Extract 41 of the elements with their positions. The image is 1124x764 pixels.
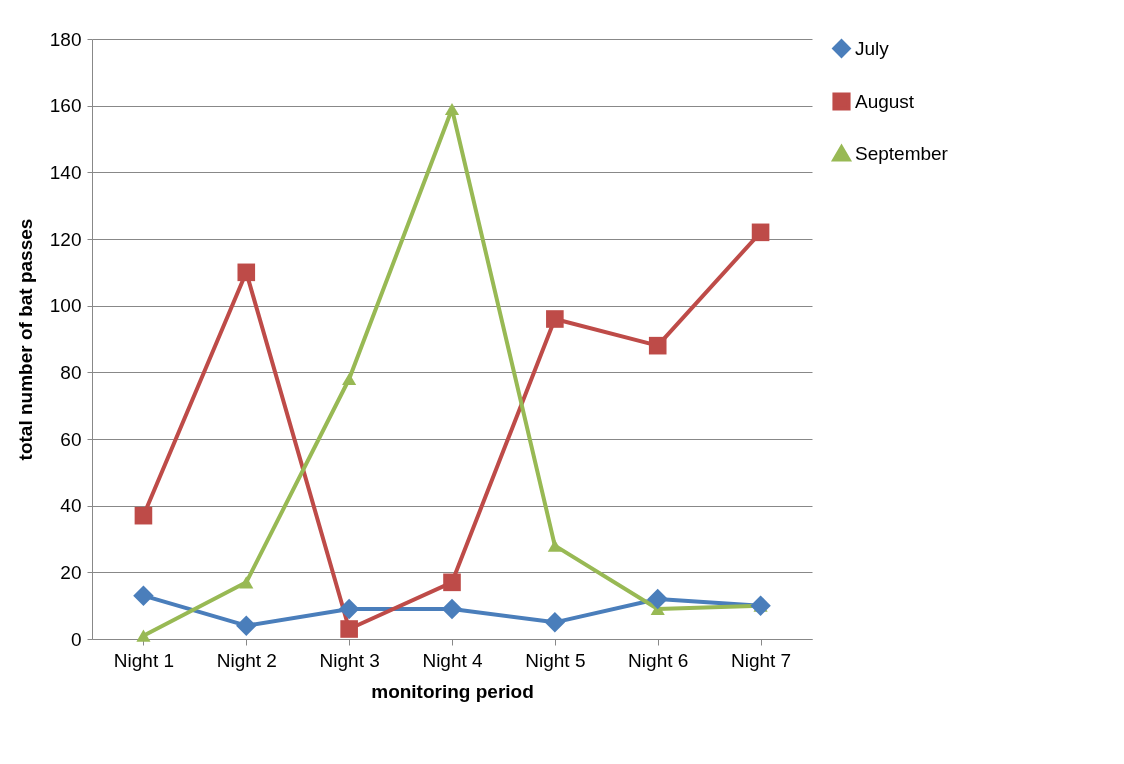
y-tick-label: 20 xyxy=(60,561,82,583)
point xyxy=(751,223,770,242)
y-tick-label: 100 xyxy=(49,295,82,317)
y-tick-label: 80 xyxy=(60,361,82,383)
y-tick-label: 180 xyxy=(49,28,82,50)
point xyxy=(239,576,254,589)
x-tick-label: Night 2 xyxy=(216,649,277,671)
point xyxy=(133,585,154,606)
point xyxy=(342,372,357,386)
point xyxy=(338,598,360,620)
point xyxy=(443,573,461,592)
point xyxy=(236,615,257,636)
x-axis-title: monitoring period xyxy=(371,680,534,702)
x-tick-label: Night 5 xyxy=(525,649,586,671)
y-tick-label: 140 xyxy=(49,161,82,183)
y-tick-label: 120 xyxy=(49,228,82,250)
x-tick-label: Night 6 xyxy=(628,649,689,671)
point xyxy=(647,588,668,610)
point xyxy=(340,620,358,638)
point xyxy=(648,336,667,355)
point xyxy=(547,539,562,552)
y-tick-label: 160 xyxy=(49,95,82,117)
point xyxy=(441,598,463,620)
point xyxy=(444,102,460,116)
legend-label: July xyxy=(855,37,890,59)
x-tick-label: Night 1 xyxy=(113,649,175,671)
y-tick-label: 60 xyxy=(60,428,82,450)
x-tick-label: Night 7 xyxy=(730,649,792,671)
legend-label: August xyxy=(855,90,915,112)
y-axis-title: total number of bat passes xyxy=(14,218,36,461)
x-tick-label: Night 4 xyxy=(422,649,484,671)
x-tick-label: Night 3 xyxy=(319,649,380,671)
point xyxy=(134,506,153,525)
legend-label: September xyxy=(855,142,949,164)
point xyxy=(237,263,256,282)
point xyxy=(546,310,564,328)
y-tick-label: 0 xyxy=(70,628,82,650)
point xyxy=(136,629,151,642)
y-tick-label: 40 xyxy=(60,495,82,517)
point xyxy=(750,595,771,616)
point xyxy=(544,612,566,633)
